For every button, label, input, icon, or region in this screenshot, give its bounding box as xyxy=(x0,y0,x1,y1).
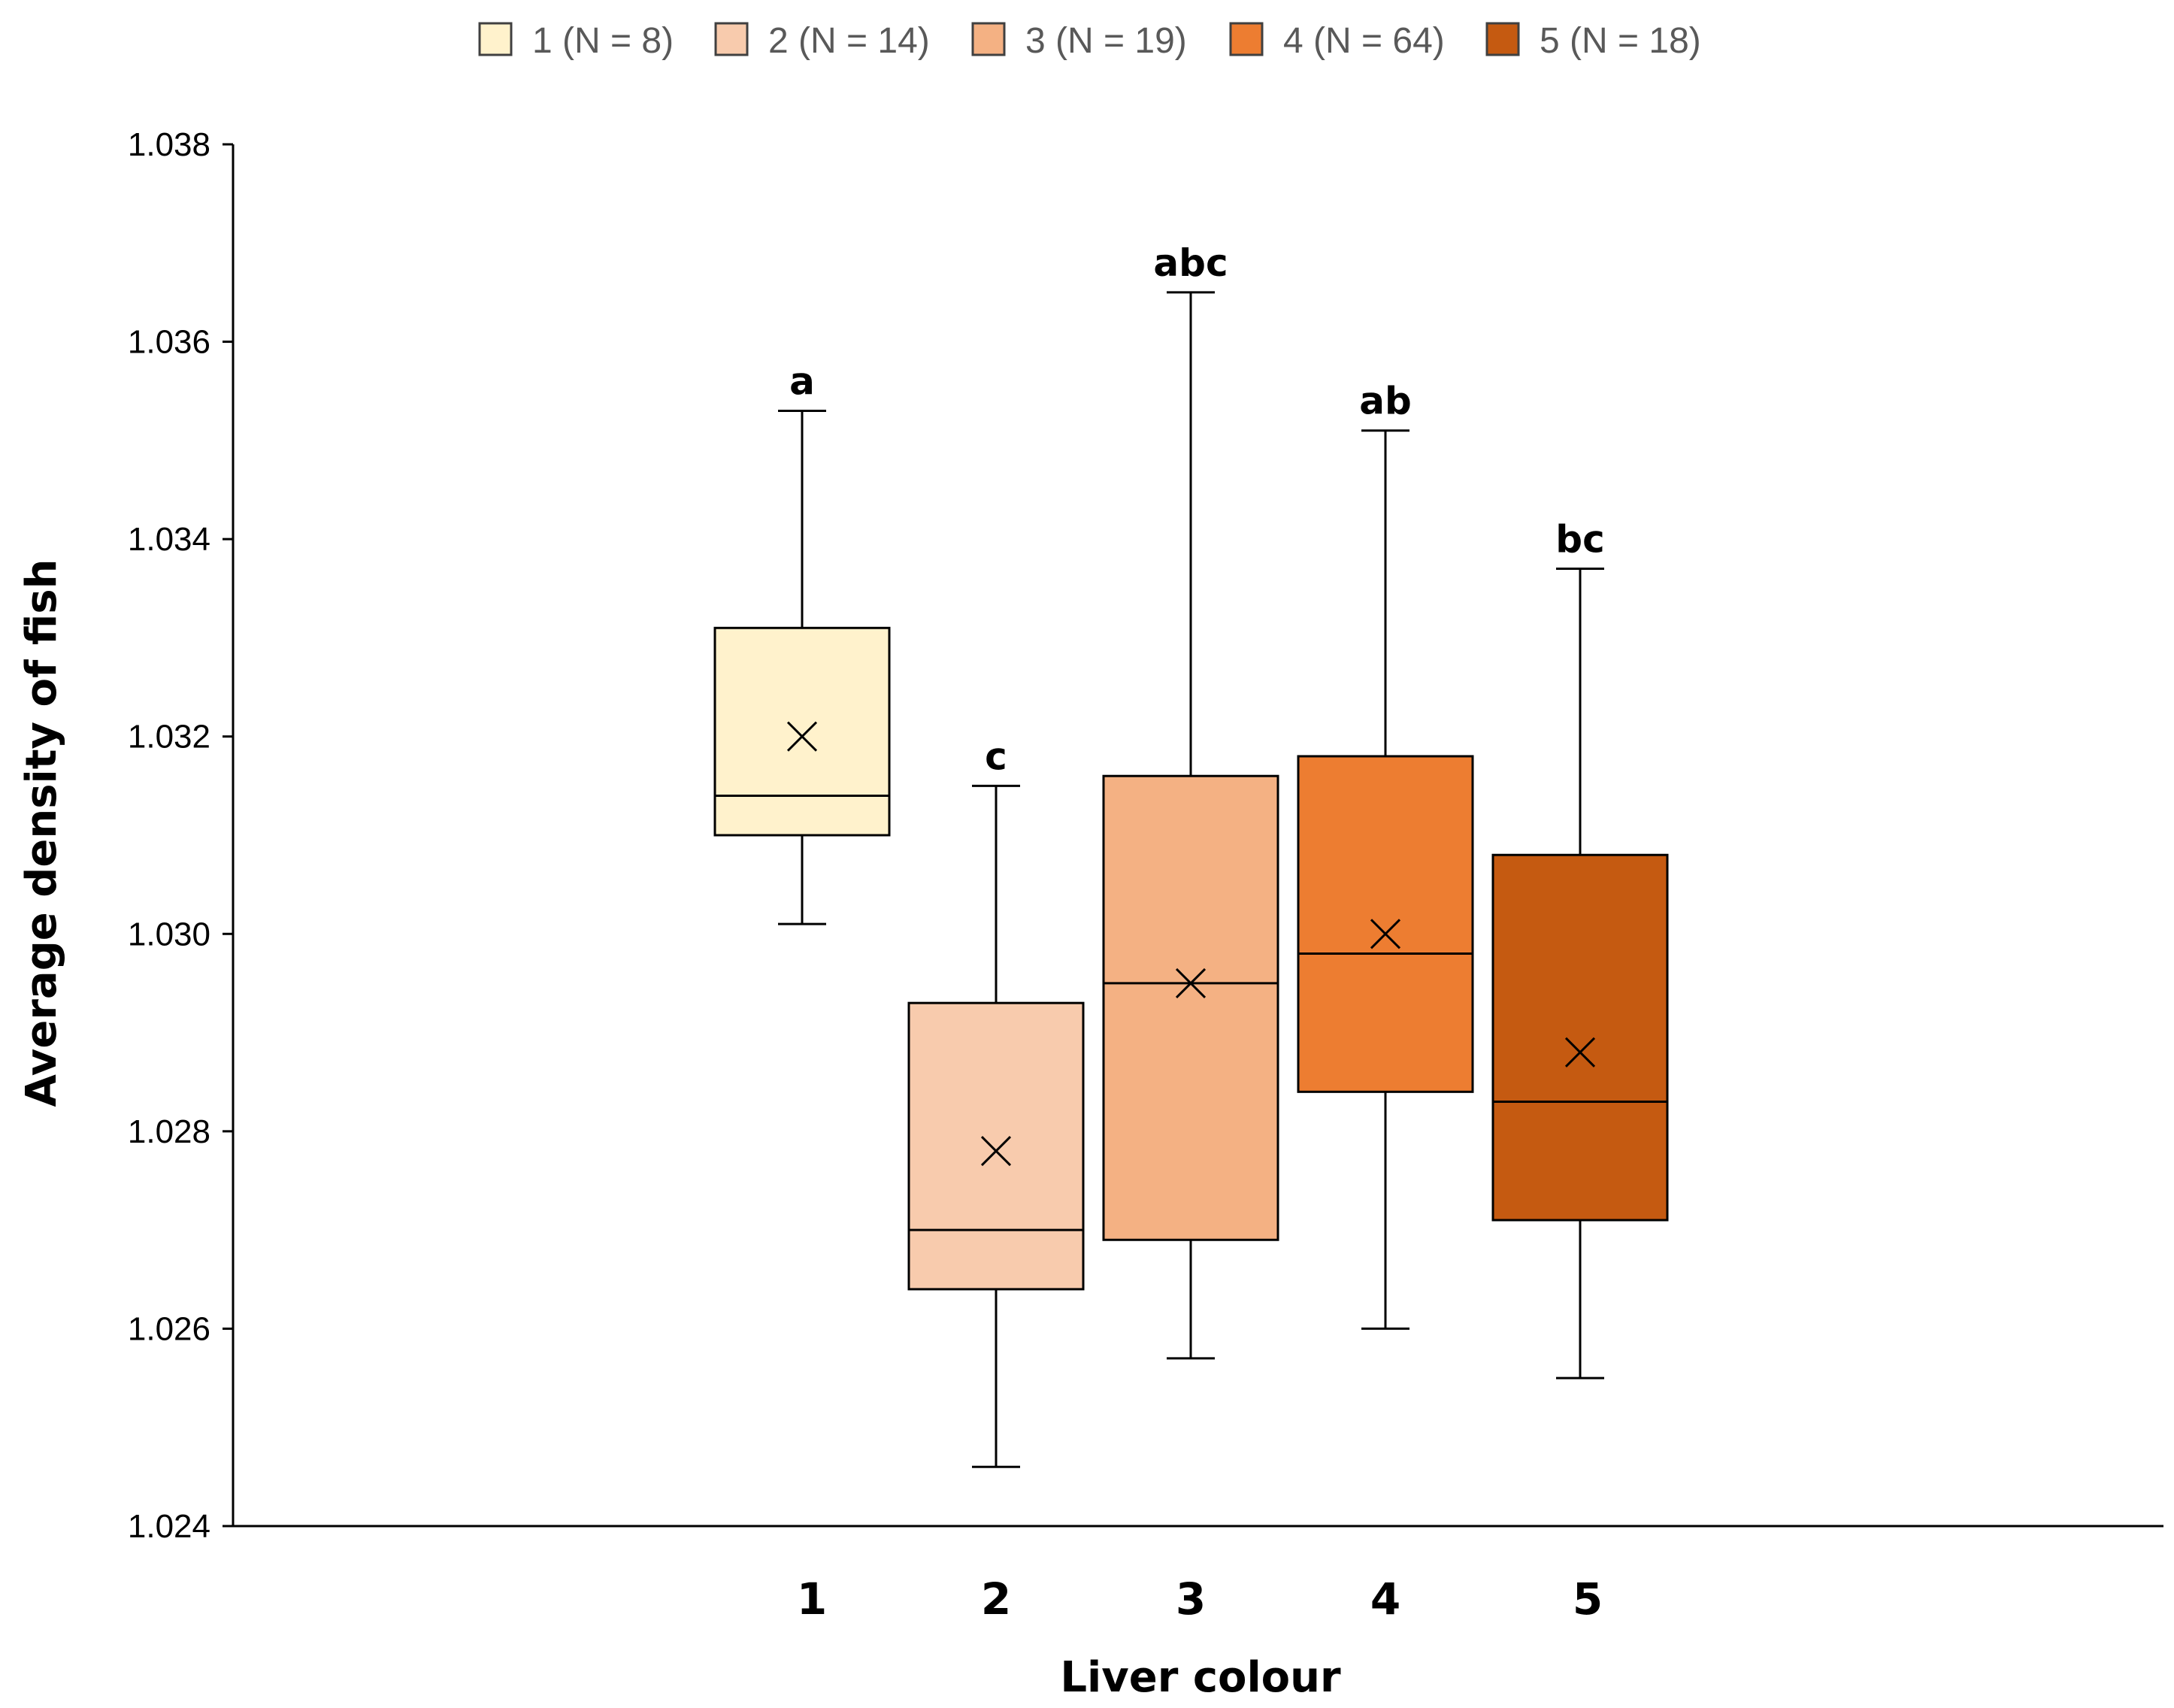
mean-marker xyxy=(786,721,818,752)
y-tick-label: 1.024 xyxy=(128,1508,210,1545)
legend-swatch xyxy=(714,22,749,56)
mean-marker xyxy=(980,1136,1012,1167)
box-group-4: ab xyxy=(1297,380,1474,1330)
x-tick-label: 4 xyxy=(1370,1573,1400,1625)
box-iqr xyxy=(713,626,891,837)
mean-marker xyxy=(1564,1037,1596,1068)
legend-label: 3 (N = 19) xyxy=(1025,21,1187,61)
x-tick-label: 2 xyxy=(981,1573,1011,1625)
y-tick-label: 1.030 xyxy=(128,916,210,952)
mean-marker xyxy=(1175,968,1207,998)
plot-area: a c abc ab bc xyxy=(713,241,1669,1468)
significance-label: c xyxy=(985,734,1007,778)
legend-swatch xyxy=(1229,22,1264,56)
legend: 1 (N = 8) 2 (N = 14) 3 (N = 19) 4 (N = 64) 5… xyxy=(478,21,1701,61)
legend-swatch xyxy=(478,22,513,56)
y-tick-label: 1.038 xyxy=(128,126,210,163)
box-group-1: a xyxy=(713,359,891,925)
x-tick-label: 3 xyxy=(1176,1573,1206,1625)
x-tick-label: 5 xyxy=(1573,1573,1603,1625)
x-axis-title: Liver colour xyxy=(1060,1653,1341,1702)
y-tick-label: 1.036 xyxy=(128,324,210,361)
legend-swatch xyxy=(1485,22,1520,56)
y-tick-label: 1.032 xyxy=(128,719,210,756)
significance-label: ab xyxy=(1359,380,1412,423)
y-tick-label: 1.028 xyxy=(128,1113,210,1150)
legend-swatch xyxy=(971,22,1006,56)
box-group-2: c xyxy=(907,734,1085,1468)
significance-label: a xyxy=(789,359,815,403)
box-iqr xyxy=(1102,774,1279,1241)
x-axis: 1 2 3 4 5 xyxy=(233,1525,2163,1625)
legend-item-3: 3 (N = 19) xyxy=(971,21,1187,61)
box-iqr xyxy=(1491,853,1669,1222)
legend-label: 1 (N = 8) xyxy=(532,21,674,61)
significance-label: abc xyxy=(1153,241,1228,285)
legend-label: 2 (N = 14) xyxy=(768,21,930,61)
box-iqr xyxy=(907,1001,1085,1291)
legend-item-1: 1 (N = 8) xyxy=(478,21,674,61)
mean-marker xyxy=(1370,919,1401,949)
box-group-3: abc xyxy=(1102,241,1279,1360)
legend-label: 5 (N = 18) xyxy=(1540,21,1701,61)
y-tick-label: 1.026 xyxy=(128,1310,210,1347)
y-axis: 1.024 1.026 1.028 1.030 1.032 1.034 1.036 1.038 xyxy=(128,126,235,1545)
legend-item-4: 4 (N = 64) xyxy=(1229,21,1445,61)
y-tick-label: 1.034 xyxy=(128,521,210,558)
box-iqr xyxy=(1297,755,1474,1093)
significance-label: bc xyxy=(1555,518,1604,562)
x-tick-label: 1 xyxy=(797,1573,827,1625)
legend-item-2: 2 (N = 14) xyxy=(714,21,930,61)
box-group-5: bc xyxy=(1491,518,1669,1379)
legend-item-5: 5 (N = 18) xyxy=(1485,21,1701,61)
legend-label: 4 (N = 64) xyxy=(1283,21,1445,61)
y-axis-title: Average density of fish xyxy=(17,559,66,1107)
